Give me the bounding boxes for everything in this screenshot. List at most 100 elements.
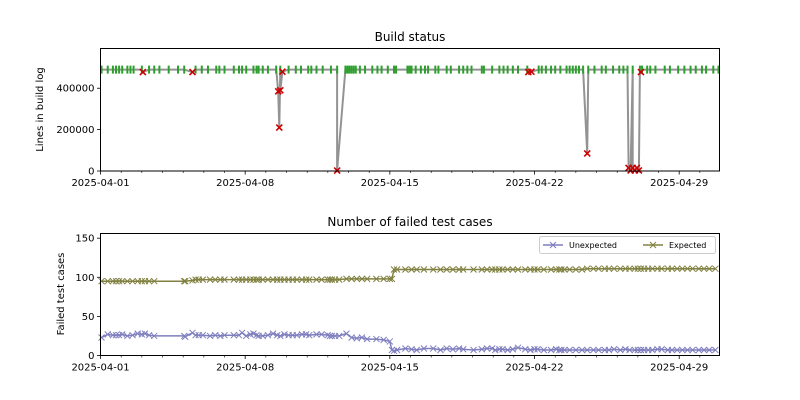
failure-marker: [637, 68, 645, 76]
x-tick-label: 2025-04-22: [505, 178, 563, 189]
data-point-unexpected: [264, 331, 272, 339]
data-point-unexpected: [181, 333, 189, 341]
data-point-unexpected: [631, 346, 639, 354]
y-tick-label: 200000: [56, 125, 94, 136]
data-point-unexpected: [583, 346, 591, 354]
data-point-expected: [514, 266, 522, 273]
y-axis-label: Lines in build log: [35, 67, 46, 152]
data-point-expected: [386, 275, 394, 283]
failed-tests-chart: Number of failed test cases Failed test …: [56, 215, 720, 374]
data-point-unexpected: [388, 346, 396, 354]
data-point-expected: [124, 277, 131, 285]
chart-title: Build status: [375, 30, 446, 44]
data-point-unexpected: [230, 331, 238, 339]
data-point-expected: [335, 276, 343, 283]
data-point-unexpected: [534, 345, 541, 353]
data-point-expected: [540, 266, 548, 273]
data-point-expected: [521, 266, 529, 273]
data-point-expected: [420, 266, 428, 273]
data-point-unexpected: [238, 329, 246, 337]
data-point-expected: [150, 277, 158, 285]
x-tick-label: 2025-04-15: [361, 363, 419, 374]
data-point-unexpected: [590, 346, 597, 354]
data-point-unexpected: [141, 330, 149, 337]
data-point-unexpected: [705, 346, 713, 354]
data-point-expected: [561, 266, 568, 273]
data-point-unexpected: [700, 346, 708, 354]
data-point-unexpected: [483, 345, 491, 352]
data-point-expected: [673, 265, 681, 273]
data-point-unexpected: [363, 335, 371, 343]
data-point-expected: [429, 266, 437, 273]
build-status-chart: Build status Lines in build log 0 200000 4…: [35, 30, 720, 189]
data-point-unexpected: [358, 334, 366, 341]
x-tick-label: 2025-04-29: [650, 178, 708, 189]
data-point-expected: [572, 266, 580, 273]
data-point-expected: [129, 277, 136, 285]
data-point-expected: [437, 266, 444, 273]
data-point-expected: [590, 265, 597, 273]
data-point-expected: [488, 266, 496, 273]
data-point-expected: [552, 266, 560, 273]
data-point-unexpected: [373, 335, 380, 343]
data-point-expected: [313, 276, 320, 283]
data-point-unexpected: [221, 331, 228, 339]
data-point-expected: [483, 266, 491, 273]
data-point-unexpected: [509, 345, 517, 353]
y-axis-label: Failed test cases: [56, 253, 67, 336]
failure-marker: [635, 166, 643, 174]
axes-frame: [100, 233, 720, 356]
legend-marker-unexpected: [549, 241, 557, 249]
data-point-unexpected: [561, 346, 568, 354]
legend-marker-expected: [649, 241, 657, 249]
x-tick-label: 2025-04-15: [361, 178, 419, 189]
data-point-unexpected: [335, 332, 343, 340]
data-point-unexpected: [678, 346, 686, 354]
data-point-unexpected: [578, 346, 586, 354]
data-point-expected: [181, 277, 189, 285]
y-tick-label: 400000: [56, 84, 94, 95]
data-point-unexpected: [380, 336, 388, 344]
data-point-unexpected: [470, 346, 477, 354]
failure-marker: [583, 149, 591, 157]
axes-frame: [100, 48, 720, 172]
data-point-expected: [631, 265, 639, 273]
data-point-expected: [534, 266, 541, 273]
data-point-unexpected: [531, 345, 538, 353]
data-point-expected: [499, 266, 506, 273]
data-point-expected: [192, 276, 199, 283]
data-point-expected: [605, 265, 613, 273]
data-point-expected: [531, 266, 538, 273]
data-point-unexpected: [459, 345, 467, 353]
data-point-expected: [380, 275, 388, 283]
data-point-expected: [390, 266, 398, 273]
data-point-expected: [470, 266, 477, 273]
data-point-expected: [246, 276, 254, 283]
data-point-unexpected: [192, 331, 199, 339]
legend-entry-unexpected: Unexpected: [543, 241, 617, 250]
data-point-unexpected: [658, 345, 665, 353]
legend: Unexpected Expected: [539, 236, 716, 254]
data-point-unexpected: [626, 346, 633, 354]
data-point-expected: [678, 265, 686, 273]
data-point-expected: [459, 266, 467, 273]
x-tick-label: 2025-04-08: [216, 363, 274, 374]
data-point-expected: [616, 265, 624, 273]
data-point-expected: [230, 276, 238, 283]
data-point-unexpected: [393, 346, 401, 354]
y-tick-label: 0: [88, 167, 94, 178]
data-point-unexpected: [420, 345, 428, 352]
data-point-expected: [509, 266, 517, 273]
data-point-expected: [302, 276, 310, 283]
y-tick-label: 50: [82, 312, 95, 323]
data-point-expected: [109, 277, 117, 285]
data-point-expected: [413, 266, 421, 273]
data-point-unexpected: [673, 346, 681, 354]
data-point-expected: [115, 277, 123, 285]
data-point-unexpected: [449, 345, 457, 353]
data-point-expected: [712, 265, 719, 273]
failure-marker: [275, 123, 283, 132]
failure-marker: [276, 86, 284, 94]
